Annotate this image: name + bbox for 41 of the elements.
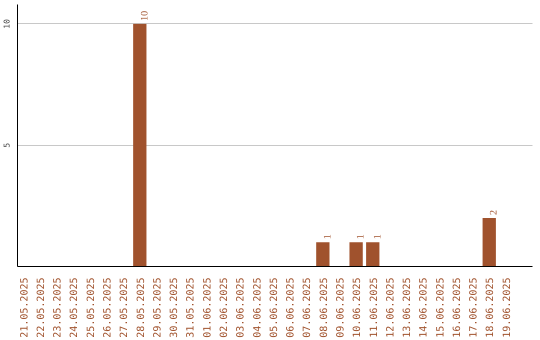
x-tick-label: 02.06.2025	[219, 277, 230, 338]
x-tick-label: 31.05.2025	[186, 277, 197, 338]
data-label: 10	[139, 10, 150, 21]
data-label: 1	[372, 234, 384, 240]
x-tick-label: 12.06.2025	[385, 277, 396, 338]
x-tick-label: 25.05.2025	[86, 277, 97, 338]
data-label: 1	[356, 234, 367, 240]
x-tick-label: 04.06.2025	[252, 277, 264, 338]
bar	[133, 24, 146, 266]
x-tick-label: 17.06.2025	[468, 277, 480, 338]
x-tick-label: 10.06.2025	[352, 277, 364, 338]
x-tick-label: 15.06.2025	[435, 277, 446, 338]
x-tick-label: 09.06.2025	[335, 277, 346, 338]
x-tick-label: 13.06.2025	[402, 277, 414, 338]
bar	[482, 218, 496, 266]
x-tick-label: 28.05.2025	[136, 277, 147, 338]
x-tick-label: 18.06.2025	[485, 277, 496, 338]
x-tick-label: 30.05.2025	[169, 277, 180, 338]
bar	[366, 242, 380, 266]
x-tick-label: 27.05.2025	[119, 277, 130, 338]
x-tick-label: 14.06.2025	[418, 277, 430, 338]
x-tick-label: 16.06.2025	[452, 277, 463, 338]
x-tick-label: 22.05.2025	[36, 277, 47, 338]
bar	[316, 242, 330, 266]
x-tick-label: 26.05.2025	[102, 277, 114, 338]
x-tick-label: 11.06.2025	[368, 277, 380, 338]
x-tick-label: 05.06.2025	[268, 277, 280, 338]
x-tick-label: 08.06.2025	[318, 277, 330, 338]
x-tick-label: 24.05.2025	[69, 277, 80, 338]
x-tick-label: 19.06.2025	[502, 277, 513, 338]
data-label: 1	[322, 234, 334, 240]
x-tick-label: 07.06.2025	[302, 277, 314, 338]
x-tick-label: 23.05.2025	[52, 277, 64, 338]
x-tick-label: 21.05.2025	[19, 277, 30, 338]
x-tick-label: 06.06.2025	[286, 277, 297, 338]
bar	[349, 242, 363, 266]
data-label: 2	[488, 210, 500, 215]
y-tick-label: 5	[2, 142, 12, 148]
x-tick-label: 29.05.2025	[152, 277, 164, 338]
x-tick-label: 03.06.2025	[236, 277, 247, 338]
x-tick-label: 01.06.2025	[202, 277, 214, 338]
